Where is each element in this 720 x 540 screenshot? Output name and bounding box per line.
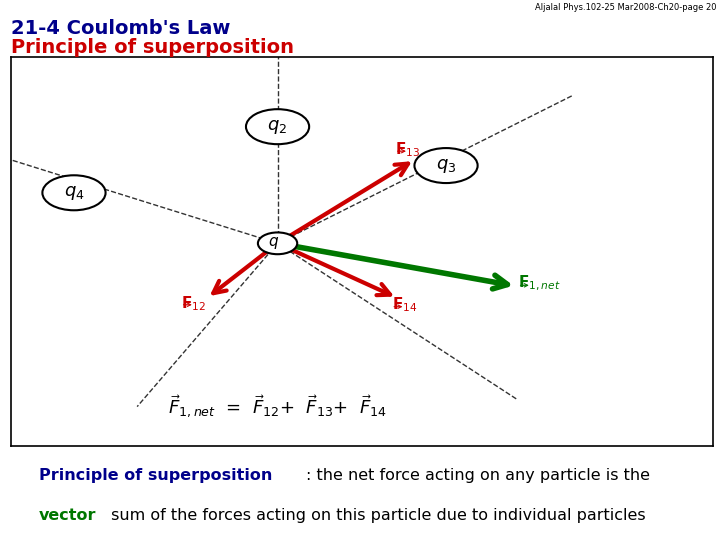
- Circle shape: [415, 148, 477, 183]
- Text: Aljalal Phys.102-25 Mar2008-Ch20-page 20: Aljalal Phys.102-25 Mar2008-Ch20-page 20: [535, 3, 716, 12]
- Text: $\mathbf{F}_{13}$: $\mathbf{F}_{13}$: [395, 140, 420, 159]
- Text: $q$: $q$: [269, 235, 279, 251]
- Text: : the net force acting on any particle is the: : the net force acting on any particle i…: [305, 468, 649, 483]
- Text: $q_4$: $q_4$: [63, 184, 84, 202]
- Circle shape: [246, 109, 309, 144]
- Text: $\vec{F}_{1,net}$  =  $\vec{F}_{12}$+  $\vec{F}_{13}$+  $\vec{F}_{14}$: $\vec{F}_{1,net}$ = $\vec{F}_{12}$+ $\ve…: [168, 394, 387, 420]
- Text: 21-4 Coulomb's Law: 21-4 Coulomb's Law: [11, 19, 230, 38]
- Text: $\mathbf{F}_{1,net}$: $\mathbf{F}_{1,net}$: [518, 274, 561, 293]
- Text: $q_2$: $q_2$: [267, 118, 288, 136]
- Text: sum of the forces acting on this particle due to individual particles: sum of the forces acting on this particl…: [106, 508, 645, 523]
- Text: $\mathbf{F}_{12}$: $\mathbf{F}_{12}$: [181, 294, 207, 313]
- Circle shape: [42, 176, 106, 210]
- Circle shape: [258, 232, 297, 254]
- Text: $\mathbf{F}_{14}$: $\mathbf{F}_{14}$: [392, 296, 418, 314]
- Text: $q_3$: $q_3$: [436, 157, 456, 174]
- Text: Principle of superposition: Principle of superposition: [11, 38, 294, 57]
- Text: vector: vector: [39, 508, 96, 523]
- Text: Principle of superposition: Principle of superposition: [39, 468, 272, 483]
